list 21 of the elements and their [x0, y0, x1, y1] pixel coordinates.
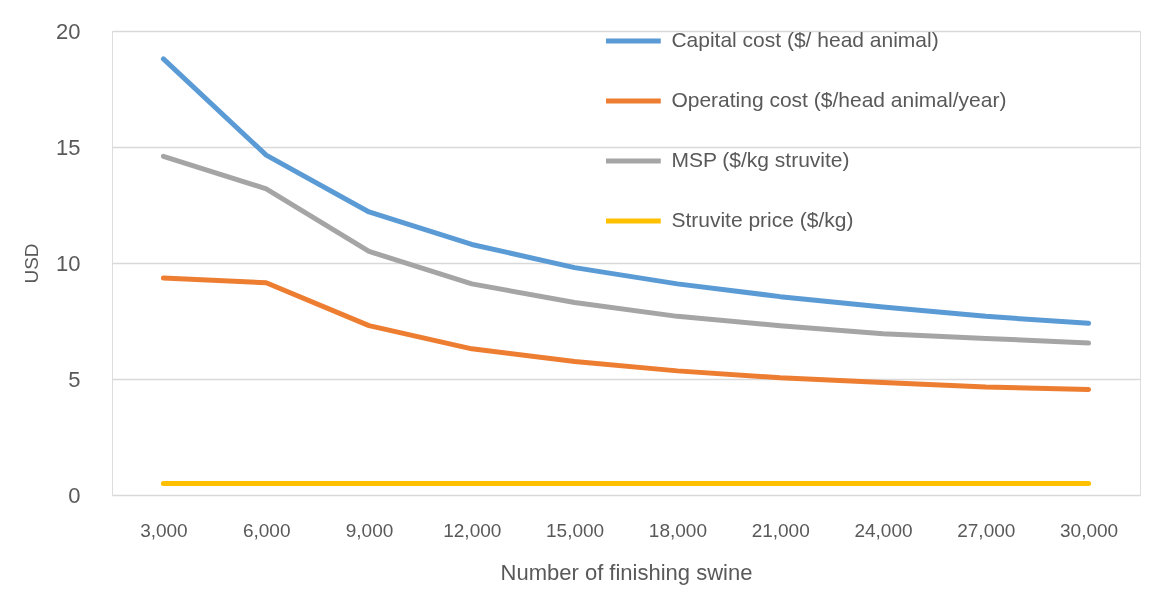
x-tick-label: 21,000 [751, 519, 810, 541]
y-axis-title: USD [21, 243, 43, 284]
y-tick-label: 5 [68, 366, 81, 392]
x-tick-label: 6,000 [242, 519, 291, 541]
y-tick-label: 0 [68, 482, 81, 508]
y-tick-label: 15 [56, 134, 81, 160]
y-tick-label: 20 [56, 18, 81, 44]
x-tick-label: 3,000 [140, 519, 188, 541]
y-tick-label: 10 [56, 250, 81, 276]
x-tick-label: 27,000 [957, 519, 1016, 541]
legend-label: Operating cost ($/head animal/year) [671, 88, 1007, 111]
x-tick-label: 12,000 [443, 519, 502, 541]
x-tick-label: 9,000 [345, 519, 394, 541]
x-axis-title: Number of finishing swine [500, 559, 753, 585]
x-tick-label: 30,000 [1060, 519, 1119, 541]
legend-label: Struvite price ($/kg) [671, 208, 854, 231]
legend-label: MSP ($/kg struvite) [671, 148, 850, 171]
legend-label: Capital cost ($/ head animal) [671, 28, 939, 51]
x-tick-label: 18,000 [648, 519, 707, 541]
x-tick-label: 15,000 [546, 519, 605, 541]
x-tick-label: 24,000 [854, 519, 913, 541]
